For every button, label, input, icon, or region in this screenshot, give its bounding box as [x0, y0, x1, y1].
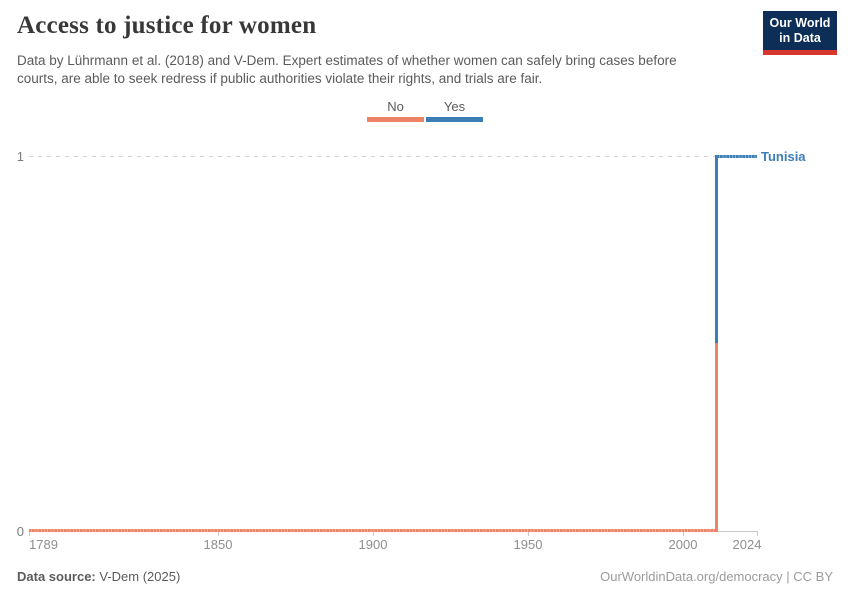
series-segment-yes-vertical: [715, 155, 718, 343]
x-tick-1850: [218, 531, 219, 536]
data-source-label: Data source:: [17, 569, 96, 584]
x-tick-1900: [373, 531, 374, 536]
credit-link[interactable]: OurWorldinData.org/democracy | CC BY: [600, 569, 833, 584]
page-title: Access to justice for women: [17, 12, 317, 39]
x-tick-label-2024: 2024: [732, 537, 762, 552]
categorical-legend: No Yes: [0, 99, 850, 122]
chart-subtitle: Data by Lührmann et al. (2018) and V-Dem…: [17, 52, 677, 87]
owid-logo-line-1: Our World: [769, 16, 831, 30]
x-tick-2000: [683, 531, 684, 536]
x-tick-label-1850: 1850: [203, 537, 233, 552]
y-tick-label-1: 1: [16, 149, 24, 164]
x-tick-2024: [757, 531, 758, 536]
data-source-note: Data source: V-Dem (2025): [17, 569, 180, 584]
x-tick-label-2000: 2000: [668, 537, 698, 552]
series-segment-yes-horizontal: [717, 155, 757, 158]
series-segment-no-vertical: [715, 343, 718, 532]
x-tick-1789: [29, 531, 30, 536]
x-tick-label-1900: 1900: [358, 537, 388, 552]
subtitle-line-1: Data by Lührmann et al. (2018) and V-Dem…: [17, 53, 677, 68]
x-tick-1950: [528, 531, 529, 536]
y-tick-label-0: 0: [16, 524, 24, 539]
legend-item-no[interactable]: No: [367, 99, 424, 122]
owid-logo-line-2: in Data: [779, 31, 821, 45]
legend-item-yes[interactable]: Yes: [426, 99, 483, 122]
x-tick-label-1950: 1950: [513, 537, 543, 552]
x-tick-label-1789: 1789: [29, 537, 58, 552]
data-source-value: V-Dem (2025): [95, 569, 181, 584]
entity-label-tunisia[interactable]: Tunisia: [761, 149, 806, 164]
legend-label-no: No: [387, 99, 404, 114]
legend-label-yes: Yes: [443, 99, 466, 114]
subtitle-line-2: courts, are able to seek redress if publ…: [17, 70, 543, 86]
legend-swatch-yes: [426, 117, 483, 122]
legend-swatch-no: [367, 117, 424, 122]
owid-logo: Our World in Data: [763, 11, 837, 55]
series-segment-no-horizontal: [29, 529, 717, 532]
gridline-y1: [29, 156, 758, 157]
